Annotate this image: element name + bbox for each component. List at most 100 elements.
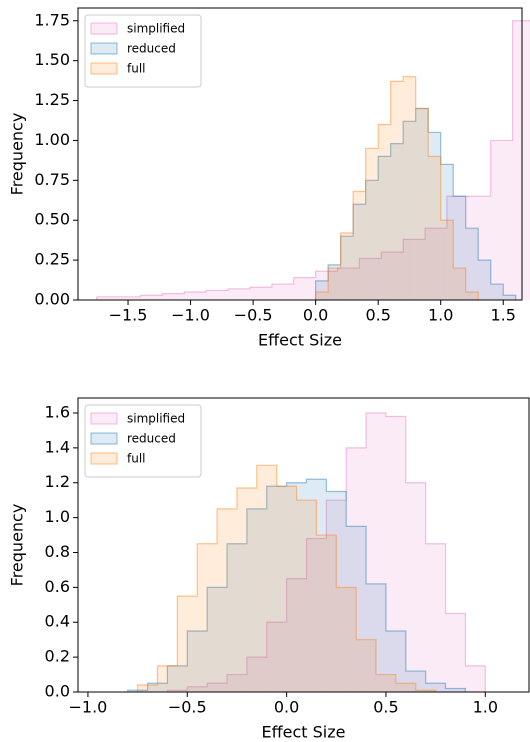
histogram-bar [246, 657, 267, 692]
histogram-bar [340, 232, 354, 300]
y-tick-label: 1.2 [45, 472, 70, 491]
histogram-bar [157, 665, 178, 692]
legend-swatch [90, 452, 118, 465]
y-tick-label: 1.75 [34, 10, 70, 29]
y-tick-label: 1.6 [45, 402, 70, 421]
histogram-bar [167, 665, 188, 692]
x-axis-label: Effect Size [262, 723, 346, 742]
histogram-bar [162, 293, 185, 300]
histogram-bar [293, 277, 316, 300]
histogram-bar [415, 108, 429, 300]
histogram-bar [440, 164, 454, 300]
histogram-outline [127, 478, 467, 692]
legend-swatch [90, 412, 118, 425]
axes-frame [77, 7, 523, 301]
histogram-bar [337, 268, 360, 300]
histogram-bar [415, 690, 436, 692]
histogram-bar [316, 535, 337, 692]
histogram-bar [315, 280, 329, 300]
x-tick-label: −1.5 [109, 306, 148, 325]
histogram-bar [366, 412, 386, 692]
histogram-bar [425, 683, 446, 692]
histogram-bar [428, 132, 441, 300]
histogram-bar [346, 526, 367, 692]
y-tick-label: 1.25 [34, 90, 70, 109]
histogram-bar [453, 268, 466, 300]
x-tick-label: −1.0 [171, 306, 210, 325]
histogram-bar [385, 416, 406, 692]
histogram-bar [236, 487, 257, 692]
legend-label: full [127, 452, 146, 466]
legend-swatch [90, 432, 118, 445]
y-tick-label: 1.4 [45, 437, 70, 456]
histogram-bar [217, 508, 237, 692]
histogram-bar [403, 76, 416, 300]
histogram-bar [390, 81, 404, 300]
histogram-bar [425, 543, 446, 692]
histogram-bar [137, 685, 158, 692]
histogram-bar [167, 690, 188, 692]
histogram-bar [286, 482, 307, 692]
axes-frame [77, 397, 530, 693]
legend-label: reduced [127, 432, 176, 446]
histogram-bar [428, 156, 441, 300]
histogram-bar [346, 447, 367, 692]
y-tick-label: 0.6 [45, 577, 70, 596]
histogram-bar [296, 500, 317, 692]
y-tick-label: 0.75 [34, 170, 70, 189]
x-tick-label: −0.5 [234, 306, 273, 325]
histogram-bar [306, 538, 327, 692]
histogram-bar [197, 543, 218, 692]
histogram-bar [440, 220, 454, 300]
histogram-bar [227, 674, 247, 692]
y-tick-label: 0.25 [34, 250, 70, 269]
histogram-bar [266, 622, 287, 692]
histogram-bar [378, 124, 391, 301]
y-tick-label: 0.50 [34, 210, 70, 229]
x-tick-label: 0.0 [303, 306, 328, 325]
legend-frame [84, 14, 202, 88]
y-tick-label: 0.0 [45, 682, 70, 701]
y-axis-label: Frequency [8, 504, 27, 587]
histogram-bar [490, 140, 513, 300]
histogram-bar [425, 228, 447, 300]
histogram-bar [403, 239, 426, 300]
histogram-bar [378, 156, 391, 300]
histogram-bar [390, 143, 404, 300]
histogram-bar [405, 482, 426, 692]
histogram-bar [286, 578, 307, 692]
histogram-bar [353, 204, 366, 300]
histogram-bar [271, 284, 294, 300]
histogram-bar [227, 543, 247, 692]
histogram-bar [365, 148, 379, 300]
histogram-bar [366, 583, 386, 692]
histogram-bar [326, 491, 347, 692]
x-tick-label: 1.0 [428, 306, 453, 325]
histogram-bar [381, 252, 404, 300]
histogram-bar [256, 465, 277, 692]
histogram-bar [478, 260, 491, 300]
y-tick-label: 1.00 [34, 130, 70, 149]
histogram-bar [445, 613, 466, 692]
histogram-outline [166, 412, 486, 692]
x-tick-label: 1.0 [473, 698, 498, 717]
histogram-bar [453, 196, 466, 300]
x-tick-label: −1.0 [69, 698, 108, 717]
histogram-bar [207, 683, 228, 692]
histogram-bar [385, 630, 406, 692]
histogram-bar [353, 191, 366, 300]
histogram-bar [96, 296, 119, 300]
histogram-bar [468, 196, 491, 300]
histogram-bar [512, 20, 530, 301]
y-tick-label: 0.2 [45, 647, 70, 666]
histogram-outline [315, 107, 517, 300]
x-tick-label: 0.5 [365, 306, 390, 325]
legend-label: simplified [127, 22, 185, 36]
legend-swatch [90, 62, 118, 75]
legend-swatch [90, 42, 118, 55]
histogram-bar [403, 121, 416, 301]
histogram-bar [328, 264, 341, 300]
histogram-bar [246, 508, 267, 692]
y-tick-label: 0.4 [45, 612, 70, 631]
